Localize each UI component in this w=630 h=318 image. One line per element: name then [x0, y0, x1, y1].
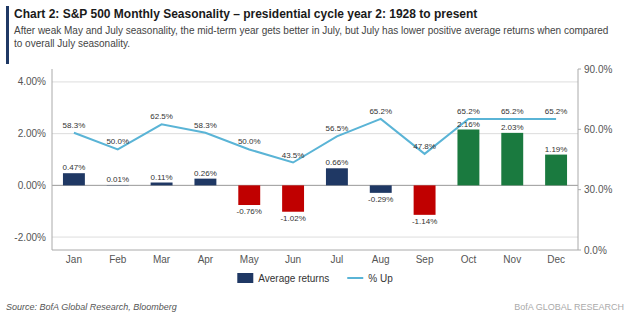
- y-tick-label: 0.00%: [18, 180, 46, 191]
- x-tick-label: Jun: [285, 254, 301, 265]
- legend: Average returns % Up: [237, 273, 393, 284]
- legend-swatch: [237, 273, 253, 283]
- grid-line: [52, 133, 578, 134]
- source: Source: BofA Global Research, Bloomberg: [6, 302, 177, 312]
- x-tick-label: May: [240, 254, 259, 265]
- data-labels: 0.47% 0.01% 0.11% 0.26% -0.76% -1.02% 0.66% -0.…: [63, 107, 568, 226]
- grid-line: [52, 81, 578, 82]
- bar: [545, 155, 567, 186]
- y-tick-label: 4.00%: [18, 76, 46, 87]
- x-tick-label: Feb: [109, 254, 127, 265]
- x-tick-label: Dec: [547, 254, 565, 265]
- x-axis-line: [52, 250, 578, 251]
- bar: [326, 168, 348, 185]
- line-label: 65.2%: [545, 107, 568, 116]
- bar-label: 2.16%: [457, 120, 480, 129]
- line-label: 65.2%: [457, 107, 480, 116]
- legend-swatch: [347, 277, 363, 279]
- y2-tick-label: 30.0%: [584, 184, 612, 195]
- bar-label: -1.14%: [412, 217, 437, 226]
- y-tick-label: -2.00%: [14, 232, 46, 243]
- y2-tick-label: 60.0%: [584, 124, 612, 135]
- bar-label: -1.02%: [280, 214, 305, 223]
- x-tick-label: Jan: [66, 254, 82, 265]
- y-tick-label: 2.00%: [18, 128, 46, 139]
- title: Chart 2: S&P 500 Monthly Seasonality – p…: [14, 7, 477, 21]
- line-label: 58.3%: [63, 121, 86, 130]
- bar: [414, 185, 436, 214]
- legend-item: % Up: [347, 273, 393, 284]
- bar: [238, 185, 260, 205]
- line: [74, 119, 556, 163]
- bar: [501, 133, 523, 185]
- legend-label: % Up: [368, 273, 393, 284]
- line-label: 50.0%: [238, 137, 261, 146]
- line-label: 65.2%: [369, 107, 392, 116]
- grid-line: [52, 185, 578, 186]
- bar-label: 1.19%: [545, 145, 568, 154]
- line-label: 47.8%: [413, 142, 436, 151]
- line-label: 43.5%: [282, 151, 305, 160]
- line-label: 50.0%: [106, 137, 129, 146]
- chart: Chart 2: S&P 500 Monthly Seasonality – p…: [0, 0, 630, 318]
- bar-label: 0.66%: [326, 158, 349, 167]
- y-axis-line: [52, 69, 53, 250]
- bar: [282, 185, 304, 211]
- bar: [63, 173, 85, 185]
- bar-label: 0.47%: [63, 163, 86, 172]
- y2-tick-label: 0.0%: [584, 245, 607, 256]
- bar-label: 0.26%: [194, 169, 217, 178]
- bar: [151, 183, 173, 186]
- line-label: 56.5%: [326, 124, 349, 133]
- x-tick-label: Aug: [372, 254, 390, 265]
- y2-axis-line: [578, 69, 579, 250]
- bar-label: 0.01%: [106, 175, 129, 184]
- x-tick-label: Oct: [461, 254, 477, 265]
- bar-label: -0.76%: [237, 207, 262, 216]
- x-tick-label: Nov: [503, 254, 521, 265]
- subtitle: After weak May and July seasonality, the…: [14, 25, 608, 49]
- subtitle-line: After weak May and July seasonality, the…: [14, 25, 608, 36]
- x-tick-label: Apr: [198, 254, 214, 265]
- legend-label: Average returns: [258, 273, 329, 284]
- bar: [457, 130, 479, 186]
- line-label: 65.2%: [501, 107, 524, 116]
- marks: [63, 119, 567, 215]
- bar: [194, 179, 216, 186]
- line-label: 58.3%: [194, 121, 217, 130]
- x-tick-label: Jul: [331, 254, 344, 265]
- bar-label: -0.29%: [368, 195, 393, 204]
- bar: [370, 185, 392, 192]
- grid-line: [52, 237, 578, 238]
- watermark: BofA GLOBAL RESEARCH: [514, 302, 624, 312]
- title-accent: [6, 6, 9, 64]
- legend-item: Average returns: [237, 273, 329, 284]
- x-tick-label: Mar: [153, 254, 171, 265]
- bar: [107, 185, 129, 186]
- y2-tick-label: 90.0%: [584, 64, 612, 75]
- line-label: 62.5%: [150, 112, 173, 121]
- subtitle-line: to overall July seasonality.: [14, 38, 130, 49]
- bar-label: 0.11%: [151, 173, 173, 182]
- x-tick-label: Sep: [416, 254, 434, 265]
- bar-label: 2.03%: [501, 123, 524, 132]
